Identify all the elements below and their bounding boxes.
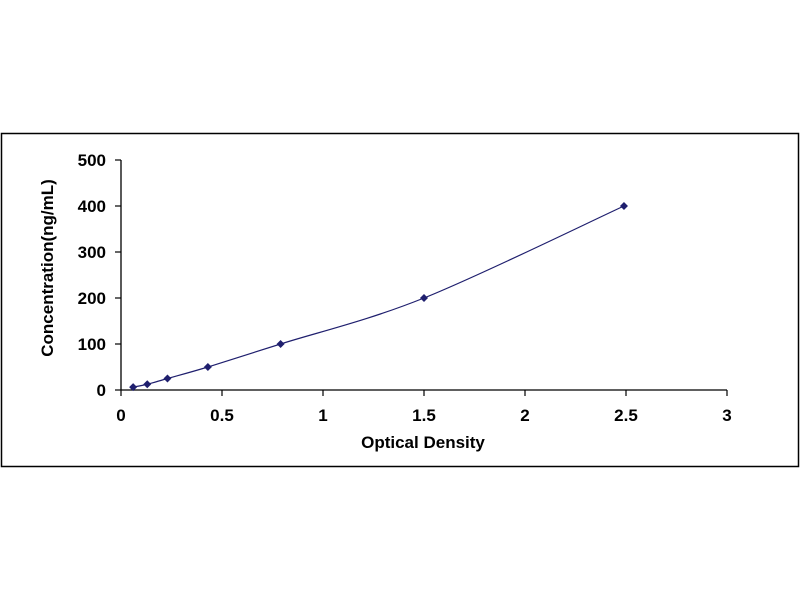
x-tick-label: 0: [116, 406, 125, 425]
data-point: [276, 340, 285, 348]
y-tick-labels: 0 100 200 300 400 500: [78, 151, 106, 400]
x-tick-label: 3: [722, 406, 731, 425]
data-point: [203, 363, 212, 371]
data-point: [143, 380, 152, 389]
x-axis-title: Optical Density: [361, 433, 485, 452]
y-tick-label: 500: [78, 151, 106, 170]
chart-border: [0, 132, 800, 468]
data-point: [619, 202, 628, 210]
x-tick-label: 1: [318, 406, 327, 425]
data-point: [420, 294, 428, 302]
data-point: [163, 374, 172, 383]
x-tick-label: 2.5: [614, 406, 638, 425]
y-axis-title: Concentration(ng/mL): [38, 179, 57, 357]
axes: [115, 159, 728, 396]
x-tick-label: 1.5: [412, 406, 436, 425]
data-points: [129, 202, 628, 392]
y-tick-label: 0: [97, 381, 106, 400]
data-point: [129, 383, 138, 392]
y-tick-label: 300: [78, 243, 106, 262]
x-tick-label: 0.5: [210, 406, 234, 425]
x-tick-label: 2: [520, 406, 529, 425]
y-tick-label: 200: [78, 289, 106, 308]
x-tick-labels: 0 0.5 1 1.5 2 2.5 3: [116, 406, 731, 425]
y-tick-label: 100: [78, 335, 106, 354]
y-tick-label: 400: [78, 197, 106, 216]
